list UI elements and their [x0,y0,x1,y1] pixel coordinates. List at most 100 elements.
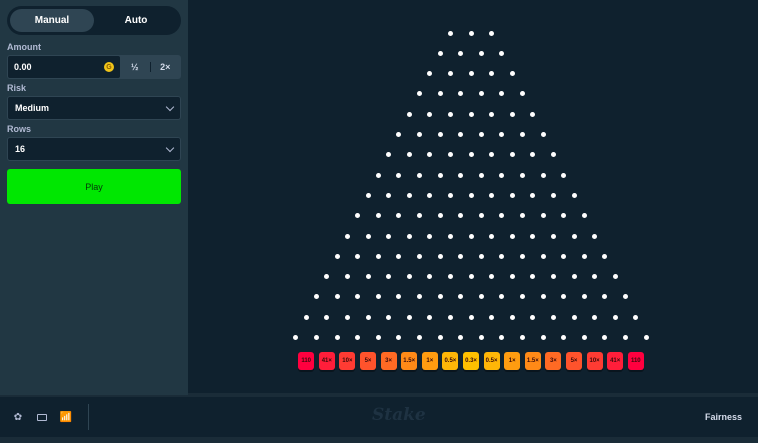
peg [612,274,618,280]
divider [149,62,151,72]
peg [581,213,587,219]
peg [406,192,412,198]
peg [417,253,422,259]
tab-auto[interactable]: Auto [124,15,148,26]
peg [581,253,587,259]
peg [375,213,381,219]
theatre-mode-icon[interactable] [36,411,48,423]
plinko-board: 110 41× 10× 5× 3× 1.5× 1× 0.5× 0.3× 0.5× 1× 1.5× 3× 5… [188,0,758,393]
peg [355,294,361,300]
peg [365,274,371,280]
rows-select[interactable]: 16 [7,137,181,161]
play-button[interactable]: Play [7,169,181,204]
peg [468,152,474,158]
peg [447,111,453,117]
peg [540,294,546,300]
mode-toggle: Manual Auto [7,6,181,35]
peg [509,314,515,320]
risk-label: Risk [7,83,27,93]
peg [602,294,608,300]
peg [612,314,618,320]
peg [303,314,309,320]
multiplier-bucket: 3× [545,352,562,370]
peg [468,111,474,117]
coin-icon: G [104,62,114,72]
peg [550,192,556,198]
peg [386,274,392,280]
peg [509,111,515,117]
peg [437,172,443,178]
peg [468,274,474,280]
fairness-link[interactable]: Fairness [704,412,742,422]
peg [447,71,453,77]
peg [427,111,433,117]
peg [406,111,412,117]
peg [489,314,495,320]
peg [540,132,546,137]
peg [396,172,402,178]
peg [499,172,505,178]
peg [344,274,350,280]
peg [499,132,505,137]
peg [437,213,443,219]
peg [458,294,464,300]
peg [334,253,340,259]
peg [540,213,546,219]
peg [478,294,484,300]
amount-row: 0.00 G ½ 2× [7,55,181,79]
peg [489,111,495,117]
gear-icon[interactable]: ✿ [13,411,23,423]
peg [344,233,350,239]
peg [447,314,453,320]
peg [499,213,505,219]
peg [355,213,361,219]
peg [417,213,422,219]
peg [386,233,392,239]
peg [540,335,546,340]
peg [530,152,536,158]
multiplier-bucket: 0.5× [442,352,459,370]
double-button[interactable]: 2× [160,62,171,72]
peg [602,335,608,340]
peg [396,294,402,300]
peg [437,294,443,300]
peg [344,314,350,320]
peg [365,192,371,198]
peg [468,71,474,77]
peg [365,233,371,239]
peg [530,274,536,280]
half-button[interactable]: ½ [131,62,139,72]
peg [314,335,319,340]
chevron-down-icon [165,143,175,152]
amount-input[interactable]: 0.00 G [8,56,120,78]
stats-icon[interactable]: 📶 [59,411,73,423]
risk-select[interactable]: Medium [7,96,181,120]
peg [437,91,443,97]
multiplier-bucket: 5× [566,352,582,370]
multiplier-bucket: 1.5× [524,352,541,370]
multiplier-bucket: 41× [318,352,335,370]
peg [581,335,587,340]
peg [406,274,412,280]
peg [468,30,474,36]
peg [478,50,484,56]
peg [437,50,443,56]
peg [447,274,453,280]
multiplier-bucket: 3× [380,352,397,370]
peg [396,213,402,219]
peg [602,253,608,259]
peg [520,91,525,97]
peg [314,294,319,300]
footer-bar: ✿ 📶 Stake Fairness [0,397,758,437]
peg [375,294,381,300]
peg [520,172,525,178]
peg [458,91,464,97]
peg [530,192,536,198]
multiplier-bucket: 0.5× [483,352,500,370]
tab-manual[interactable]: Manual [10,9,94,32]
peg [520,132,525,137]
peg [530,233,536,239]
peg [386,152,392,158]
peg [509,233,515,239]
peg [571,274,577,280]
